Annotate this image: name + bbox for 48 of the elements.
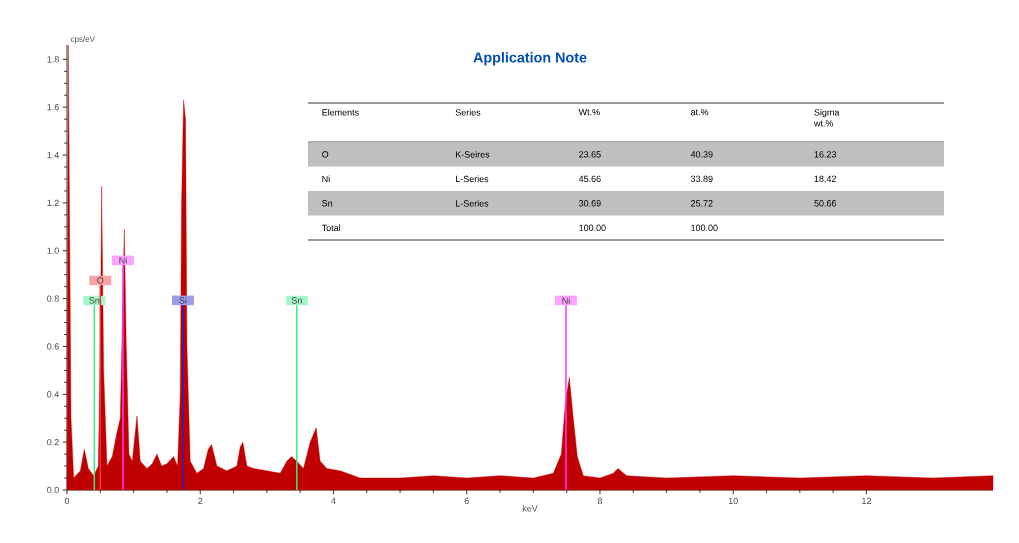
- text: 45.66: [578, 175, 601, 183]
- category-label: Sn: [322, 200, 333, 207]
- y-tick-label: 1.0: [47, 247, 59, 254]
- x-tick-label: 6: [464, 497, 469, 505]
- x-axis-title: keV: [522, 504, 538, 512]
- text: 23.65: [579, 151, 601, 158]
- text: K-Seires: [455, 151, 490, 158]
- y-tick-label: 0.8: [47, 295, 59, 302]
- text: 30.69: [578, 200, 601, 207]
- y-tick-label: 1.2: [47, 199, 59, 207]
- category-label: Total: [321, 224, 341, 232]
- category-label: Series: [455, 108, 481, 116]
- x-tick-label: 4: [331, 497, 336, 504]
- category-label: O: [322, 151, 329, 158]
- y-tick-label: 0.0: [47, 486, 59, 494]
- text: 16.23: [814, 151, 837, 158]
- category-label: at.%: [690, 108, 709, 116]
- category-label: Ni: [322, 175, 330, 183]
- x-tick-label: 2: [198, 497, 203, 505]
- ref-line-label: Si: [179, 297, 187, 304]
- y-tick-label: 0.6: [47, 343, 59, 350]
- x-tick-label: 0: [64, 497, 70, 505]
- text: 100.00: [579, 224, 606, 231]
- text: 50.66: [814, 200, 837, 207]
- ref-line-label: Sn: [291, 297, 302, 304]
- category-label: Sigma wt.%: [813, 108, 840, 127]
- y-tick-label: 0.2: [47, 438, 59, 446]
- ref-line-label: Ni: [119, 257, 127, 264]
- text: 18.42: [814, 175, 836, 183]
- y-tick-label: 1.6: [47, 104, 59, 111]
- text: 33.89: [690, 175, 713, 183]
- x-tick-label: 8: [597, 497, 603, 505]
- text: L-Series: [455, 200, 489, 207]
- category-label: Elements: [322, 108, 359, 116]
- y-tick-label: 0.4: [47, 391, 59, 398]
- y-tick-label: 1.4: [47, 151, 59, 159]
- text: L-Series: [455, 175, 489, 183]
- x-tick-label: 10: [728, 497, 738, 505]
- x-tick-label: 12: [862, 497, 871, 505]
- y-tick-label: 1.8: [47, 56, 59, 63]
- chart-title: Application Note: [473, 52, 587, 66]
- category-label: Wt.%: [578, 108, 600, 116]
- text: 25.72: [691, 200, 713, 207]
- text: 100.00: [691, 224, 718, 231]
- text: 40.39: [690, 151, 713, 158]
- ref-line-label: Sn: [89, 297, 100, 304]
- ref-line-label: O: [97, 277, 104, 284]
- ref-line-label: Ni: [562, 297, 570, 304]
